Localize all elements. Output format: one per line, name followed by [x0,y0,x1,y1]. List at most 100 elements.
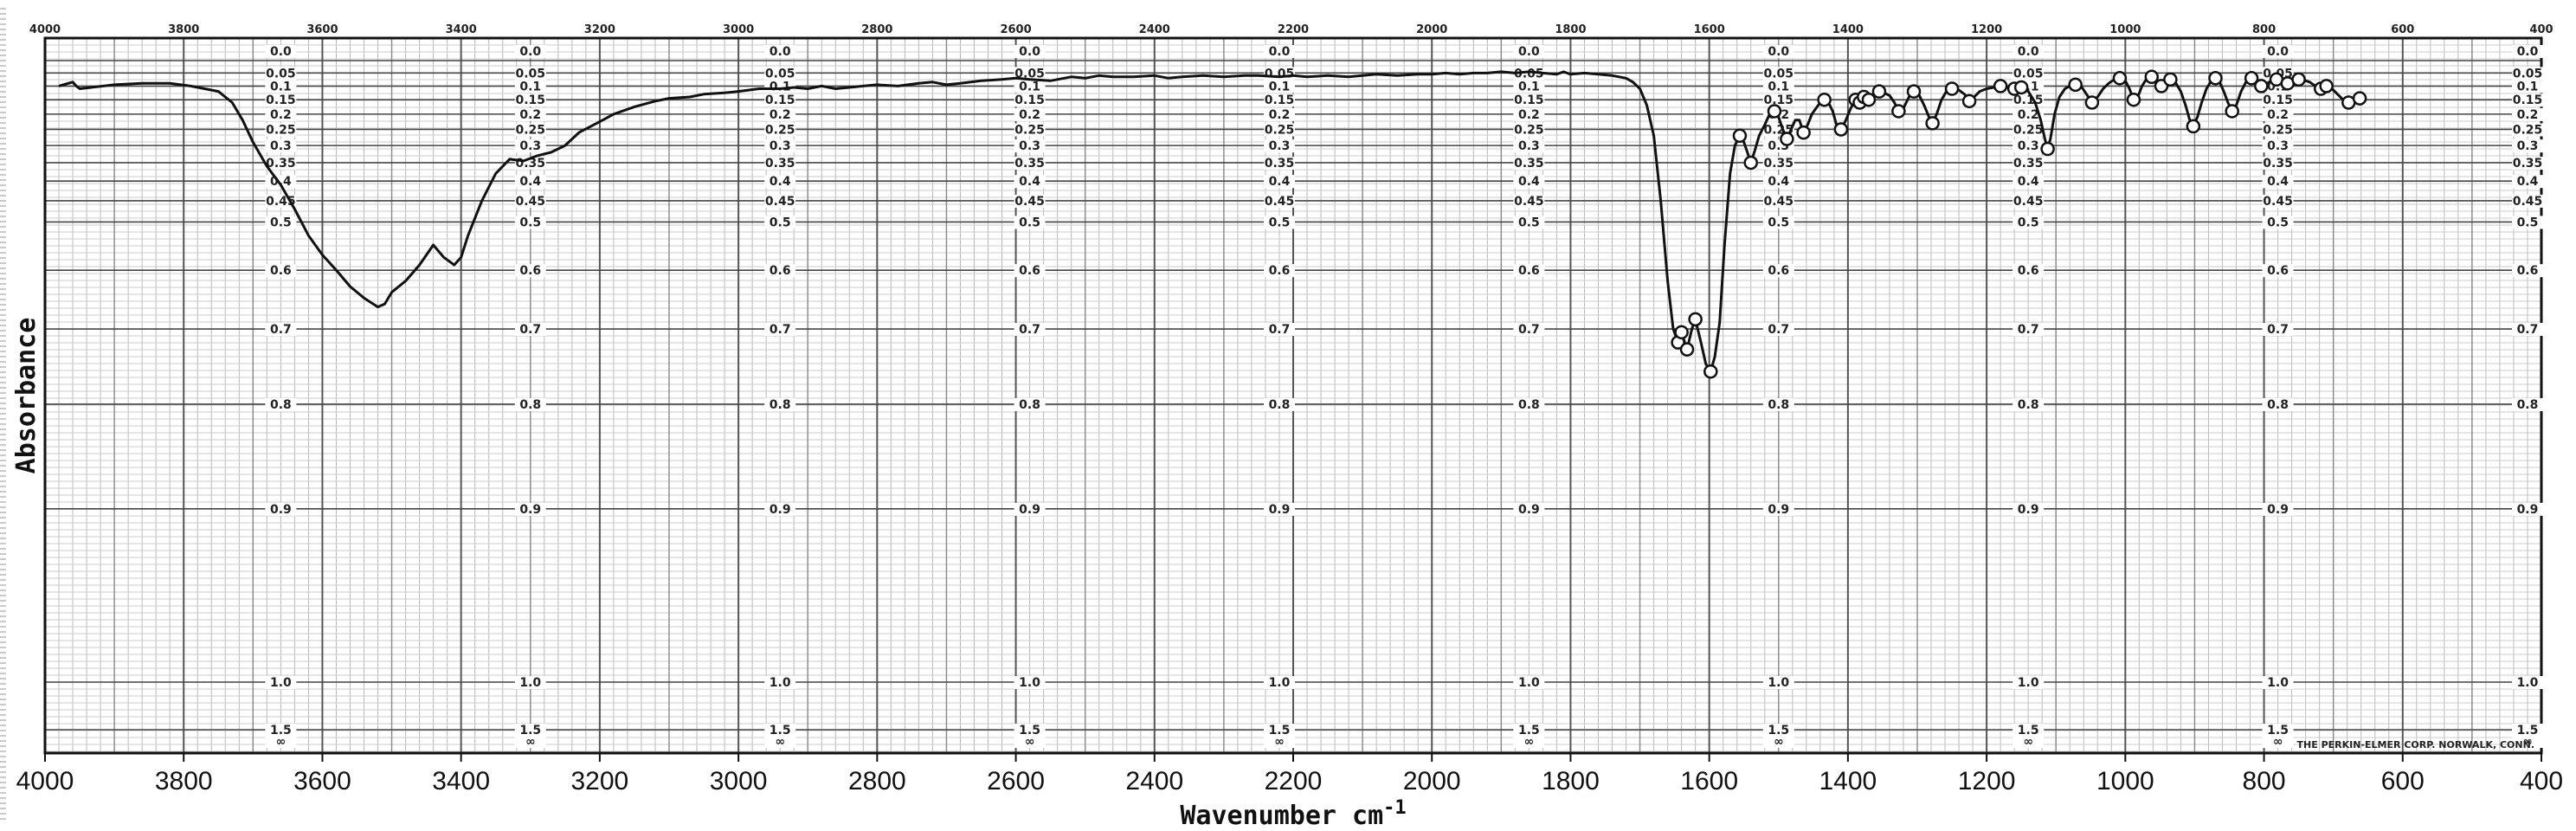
absorbance-label: 0.4 [2517,175,2539,189]
x-axis-title: Wavenumber cm-1 [1180,797,1406,831]
absorbance-label: 0.3 [2267,139,2289,153]
absorbance-label: 0.0 [1518,45,1540,59]
absorbance-label: ∞ [1274,735,1285,749]
absorbance-label: 0.45 [2513,195,2543,209]
absorbance-label: 0.1 [270,80,292,93]
absorbance-label: 0.5 [770,216,791,229]
absorbance-label-bg [2012,264,2045,278]
absorbance-label-bg [2511,156,2543,170]
absorbance-label: 0.7 [2267,323,2289,337]
pen-mark [1906,84,1922,99]
absorbance-label-bg [1014,156,1046,170]
absorbance-label: 1.5 [1768,724,1789,738]
pen-mark [1993,79,2008,93]
absorbance-label: 0.35 [765,157,795,171]
pen-mark [2040,141,2055,157]
absorbance-label: 1.5 [2018,724,2039,738]
absorbance-label-bg [1263,502,1295,516]
absorbance-label: 1.5 [1518,724,1540,738]
bottom-tick-label: 2400 [1125,767,1183,796]
absorbance-label: 0.25 [765,123,795,137]
absorbance-label: 0.45 [2013,195,2044,209]
pen-mark [2084,95,2100,110]
absorbance-label-bg [2012,45,2045,58]
absorbance-label-bg [1263,156,1295,170]
absorbance-label: 0.7 [770,323,791,337]
absorbance-label-bg [1263,194,1295,208]
absorbance-label: 0.6 [1269,264,1291,278]
absorbance-label: 0.6 [270,264,292,278]
absorbance-label-bg [1762,264,1794,278]
absorbance-label: 0.7 [2517,323,2539,337]
absorbance-label-bg [2511,397,2543,411]
absorbance-label: 0.0 [2267,45,2289,59]
absorbance-label-bg [1762,175,1794,189]
absorbance-label-bg [1263,724,1295,737]
bottom-tick-label: 2800 [848,767,906,796]
absorbance-label: 1.0 [1019,676,1040,690]
absorbance-label-bg [1513,735,1545,748]
bottom-tick-label: 600 [2381,767,2425,796]
absorbance-label-bg [1263,139,1295,153]
absorbance-label-bg [1263,216,1295,229]
absorbance-label: 0.4 [1019,175,1040,189]
absorbance-label-bg [2262,123,2294,137]
absorbance-label: 0.0 [519,45,541,59]
absorbance-label-bg [1513,80,1545,93]
absorbance-label-bg [2511,175,2543,189]
pen-mark [1833,122,1849,137]
pen-mark [1961,93,1977,109]
absorbance-label: 0.4 [2018,175,2039,189]
absorbance-labels: 0.00.050.10.150.20.250.30.350.40.450.50.… [265,45,2543,749]
absorbance-label-bg [1513,264,1545,278]
absorbance-label-bg [265,397,297,411]
absorbance-label-bg [2262,323,2294,337]
absorbance-label: 0.0 [2018,45,2039,59]
absorbance-label-bg [2012,323,2045,337]
x-axis-title-main: Wavenumber cm [1180,801,1383,831]
top-tick-label: 2800 [861,23,892,36]
bottom-tick-label: 3200 [571,767,629,796]
absorbance-label-bg [1263,123,1295,137]
absorbance-label-bg [1263,80,1295,93]
absorbance-label-bg [1762,397,1794,411]
absorbance-label-bg [2262,45,2294,58]
absorbance-label-bg [2012,175,2045,189]
absorbance-label: 0.9 [2267,503,2289,517]
pen-mark [2291,72,2306,87]
absorbance-label: 0.35 [2013,157,2044,171]
absorbance-label: 0.4 [519,175,541,189]
pen-mark [1891,104,1906,119]
pen-mark [1674,325,1689,340]
pen-mark [1944,81,1960,96]
absorbance-label-bg [514,67,546,81]
absorbance-label: 0.9 [770,503,791,517]
absorbance-label: 0.15 [1014,93,1045,107]
absorbance-label-bg [764,123,796,137]
absorbance-label-bg [1014,194,1046,208]
absorbance-label-bg [1014,123,1046,137]
absorbance-label-bg [2262,216,2294,229]
pen-mark [1732,128,1748,144]
bottom-tick-label: 400 [2520,767,2563,796]
manufacturer-label: THE PERKIN-ELMER CORP. NORWALK, CONN. [2297,739,2534,750]
bottom-tick-label: 1400 [1819,767,1877,796]
absorbance-label-bg [764,139,796,153]
absorbance-label: ∞ [276,735,287,749]
absorbance-label: 0.25 [266,123,296,137]
absorbance-label-bg [2511,93,2543,107]
absorbance-label-bg [764,735,796,748]
absorbance-label-bg [1762,735,1794,748]
absorbance-label: 1.0 [1768,676,1789,690]
absorbance-label: 0.2 [2267,108,2289,122]
absorbance-label: ∞ [525,735,536,749]
absorbance-label: 0.9 [2517,503,2539,517]
absorbance-label: 0.35 [266,157,296,171]
top-tick-label: 800 [2252,23,2276,36]
absorbance-label: 0.6 [770,264,791,278]
absorbance-label-bg [1014,67,1046,81]
absorbance-label: 1.0 [270,676,292,690]
pen-marks [1671,69,2367,379]
absorbance-label-bg [1513,139,1545,153]
absorbance-label: 0.8 [270,398,292,412]
